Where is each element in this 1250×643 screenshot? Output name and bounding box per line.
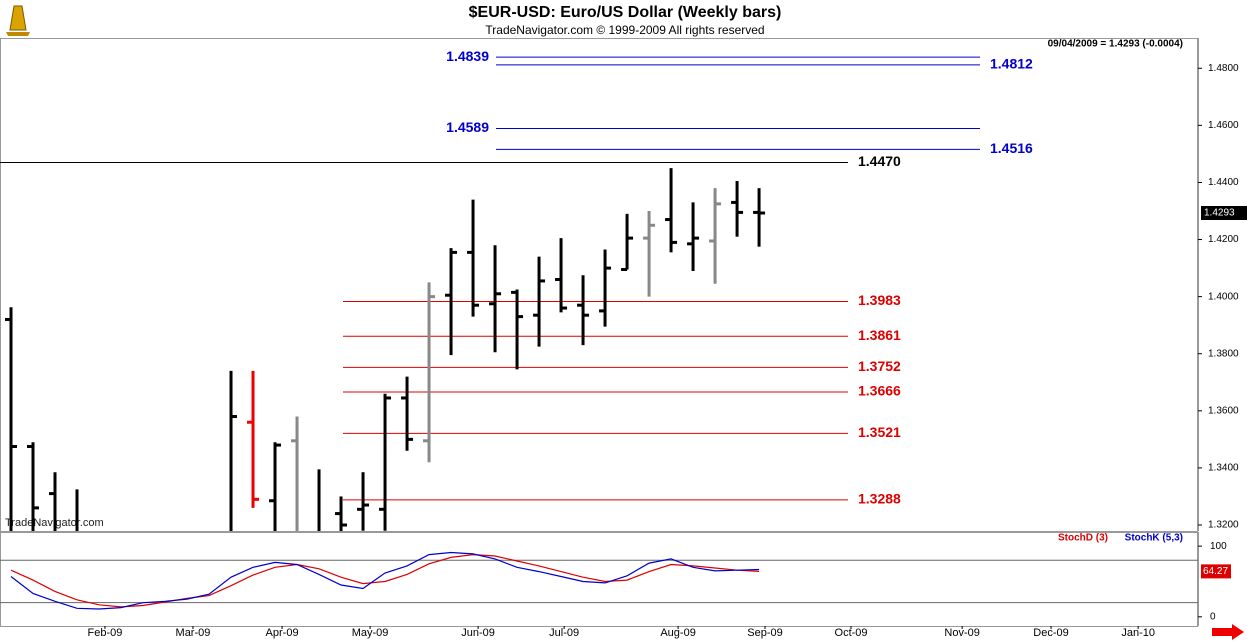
x-tick-label: Jun-09: [461, 627, 495, 639]
y-tick-label: 1.3600: [1208, 405, 1239, 416]
y-tick-label: 1.4800: [1208, 63, 1239, 74]
x-tick-label: Jan-10: [1121, 627, 1155, 639]
last-stoch-label: 64.27: [1203, 566, 1228, 577]
x-tick-label: May-09: [352, 627, 389, 639]
x-tick-label: Nov-09: [944, 627, 979, 639]
y-tick-label: 1.4600: [1208, 120, 1239, 131]
y-tick-label: 100: [1210, 541, 1227, 552]
level-label: 1.3521: [858, 424, 901, 440]
x-tick-label: Sep-09: [747, 627, 782, 639]
y-tick-label: 1.3400: [1208, 463, 1239, 474]
x-tick-label: Jul-09: [549, 627, 579, 639]
level-label: 1.3752: [858, 358, 901, 374]
y-tick-label: 1.4200: [1208, 234, 1239, 245]
level-label: 1.3666: [858, 383, 901, 399]
y-tick-label: 0: [1210, 611, 1216, 622]
legend-entry: StochK (5,3): [1125, 533, 1183, 544]
chart-title: $EUR-USD: Euro/US Dollar (Weekly bars): [469, 4, 782, 21]
x-tick-label: Dec-09: [1033, 627, 1068, 639]
level-label: 1.4516: [990, 140, 1033, 156]
logo: [6, 5, 30, 36]
level-label: 1.3983: [858, 292, 901, 308]
level-label: 1.3288: [858, 491, 901, 507]
x-tick-label: Oct-09: [835, 627, 868, 639]
stoch-line: [10, 551, 760, 610]
legend-entry: StochD (3): [1058, 533, 1108, 544]
level-label: 1.3861: [858, 327, 901, 343]
y-tick-label: 1.4400: [1208, 177, 1239, 188]
chart-subtitle: TradeNavigator.com © 1999-2009 All right…: [485, 23, 764, 37]
last-info: 09/04/2009 = 1.4293 (-0.0004): [1048, 39, 1183, 50]
stoch-line: [10, 553, 760, 608]
level-label: 1.4589: [446, 119, 489, 135]
last-price-box: [1201, 205, 1247, 220]
y-tick-label: 1.4000: [1208, 291, 1239, 302]
x-tick-label: Feb-09: [88, 627, 123, 639]
stoch-panel-frame: [0, 532, 1198, 627]
price-panel-frame: [0, 38, 1198, 532]
x-tick-label: Aug-09: [660, 627, 695, 639]
y-tick-label: 1.3800: [1208, 348, 1239, 359]
last-stoch-box: [1201, 564, 1231, 579]
x-tick-label: Apr-09: [266, 627, 299, 639]
price-plot: [0, 56, 980, 531]
last-price-label: 1.4293: [1204, 208, 1235, 219]
level-label: 1.4812: [990, 56, 1033, 72]
x-tick-label: Mar-09: [176, 627, 211, 639]
level-label: 1.4839: [446, 48, 489, 64]
y-tick-label: 1.3200: [1208, 520, 1239, 531]
scroll-arrow[interactable]: [1212, 624, 1244, 640]
level-label: 1.4470: [858, 153, 901, 169]
